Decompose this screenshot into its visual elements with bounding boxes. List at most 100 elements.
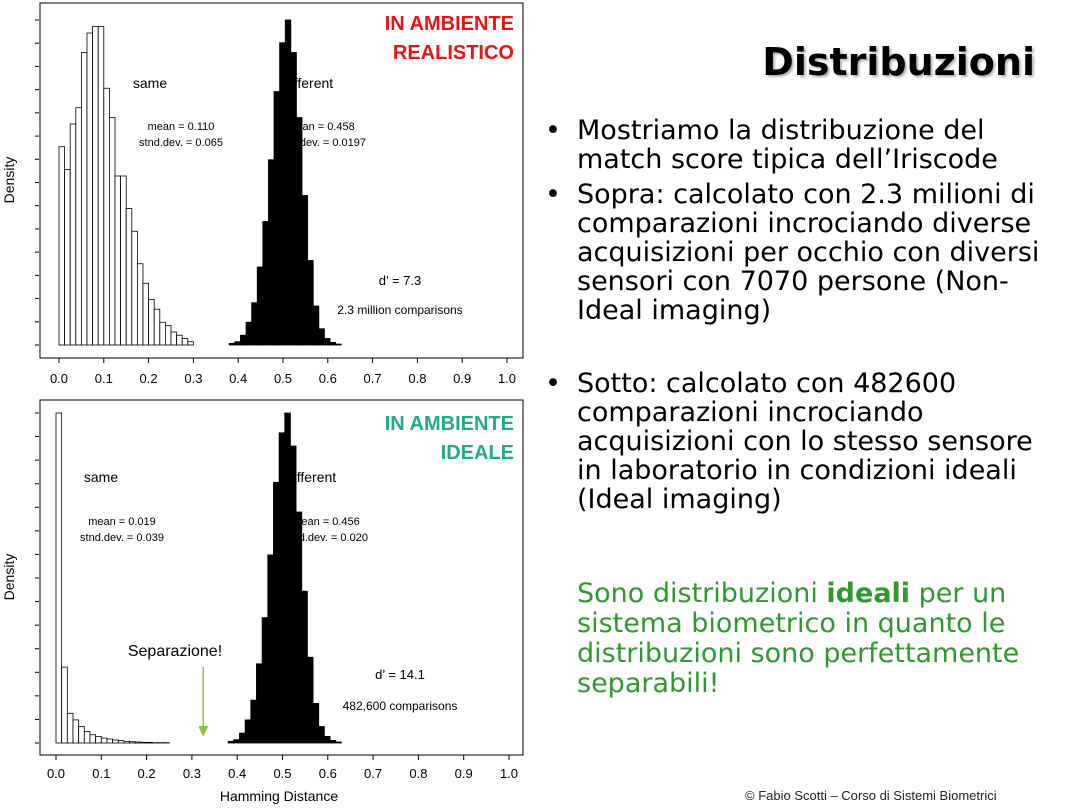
environment-tag: IN AMBIENTE <box>385 13 514 35</box>
note-text-end: per un sistema biometrico in quanto le d… <box>577 578 1020 699</box>
x-tick-label: 0.7 <box>364 766 382 781</box>
histogram-bar-same <box>106 738 114 744</box>
plot-frame <box>39 399 524 756</box>
dprime-annotation: d’ = 7.3 <box>379 273 422 288</box>
histogram-bar-same <box>66 712 74 744</box>
x-tick-label: 0.5 <box>273 766 291 781</box>
x-tick-label: 0.1 <box>92 766 110 781</box>
bullet-list: Mostriamo la distribuzione del match sco… <box>545 116 1065 520</box>
histogram-bar-different <box>267 554 274 744</box>
x-tick-label: 0.1 <box>95 371 113 386</box>
histogram-bar-different <box>324 736 331 744</box>
series-stat-stddev: stnd.dev. = 0.039 <box>80 532 164 544</box>
histogram-bar-different <box>312 703 320 744</box>
x-tick-label: 1.0 <box>498 371 516 386</box>
histogram-bar-same <box>112 739 119 744</box>
bullet-item: Sopra: calcolato con 2.3 milioni di comp… <box>545 180 1065 325</box>
x-tick-label: 0.0 <box>47 766 65 781</box>
histogram-bar-different <box>278 432 286 744</box>
histogram-bar-different <box>233 739 240 744</box>
x-tick-label: 0.7 <box>364 371 382 386</box>
histogram-bar-different <box>244 719 252 744</box>
series-stat-mean: mean = 0.458 <box>287 121 355 133</box>
separation-callout: Separazione! <box>128 643 222 660</box>
histogram-bar-different <box>335 741 342 744</box>
histogram-bar-same <box>187 341 194 346</box>
histogram-bar-same <box>117 740 125 744</box>
x-tick-label: 0.5 <box>274 371 292 386</box>
histogram-bar-same <box>134 741 142 744</box>
histogram-bar-different <box>312 305 320 346</box>
x-tick-label: 0.8 <box>409 766 427 781</box>
histogram-bar-same <box>95 736 102 744</box>
x-tick-label: 0.4 <box>228 766 246 781</box>
plot-frame <box>39 2 524 359</box>
series-stat-stddev: stnd.dev. = 0.020 <box>284 532 368 544</box>
histogram-bar-same <box>129 741 136 744</box>
y-axis-label: Density <box>1 157 17 204</box>
bullet-item: Sotto: calcolato con 482600 comparazioni… <box>545 369 1065 514</box>
histogram-bar-same <box>78 726 85 744</box>
series-stat-mean: mean = 0.456 <box>292 516 360 528</box>
bullet-item: Mostriamo la distribuzione del match sco… <box>545 116 1065 174</box>
series-label-same: same <box>133 75 167 91</box>
histogram-bar-different <box>324 338 331 346</box>
series-stat-stddev: stnd.dev. = 0.065 <box>139 137 223 149</box>
dprime-annotation: d’ = 14.1 <box>375 667 425 682</box>
histogram-bar-different <box>318 726 325 744</box>
histogram-bar-different <box>239 732 246 744</box>
y-axis-label: Density <box>1 554 17 601</box>
histogram-bar-same <box>89 734 97 744</box>
environment-tag: REALISTICO <box>393 42 514 64</box>
histogram-bar-different <box>273 481 280 744</box>
series-stat-stddev: stnd.dev. = 0.0197 <box>276 137 366 149</box>
histogram-bar-different <box>290 445 297 744</box>
histogram-bar-different <box>256 663 263 744</box>
series-label-different: different <box>286 469 336 485</box>
histogram-bar-same <box>61 666 68 744</box>
x-tick-label: 0.2 <box>138 766 156 781</box>
x-tick-label: 0.9 <box>453 371 471 386</box>
histogram-bar-same <box>146 741 153 744</box>
x-tick-label: 0.8 <box>408 371 426 386</box>
comparisons-annotation: 2.3 million comparisons <box>337 303 462 317</box>
series-label-same: same <box>84 469 118 485</box>
x-tick-label: 1.0 <box>500 766 518 781</box>
x-tick-label: 0.3 <box>184 371 202 386</box>
histogram-bar-different <box>301 590 308 744</box>
histogram-bar-same <box>72 719 80 744</box>
x-axis-label: Hamming Distance <box>220 788 338 804</box>
histogram-bar-same <box>55 412 63 744</box>
series-stat-mean: mean = 0.110 <box>148 121 215 133</box>
series-stat-mean: mean = 0.019 <box>88 516 156 528</box>
histogram-bar-same <box>123 740 131 744</box>
x-tick-label: 0.2 <box>140 371 158 386</box>
slide-title: Distribuzioni <box>762 40 1035 84</box>
environment-tag: IN AMBIENTE <box>385 413 514 435</box>
histogram-bar-different <box>295 511 303 744</box>
comparisons-annotation: 482,600 comparisons <box>343 699 458 713</box>
histogram-bar-different <box>250 699 257 744</box>
x-tick-label: 0.6 <box>319 371 337 386</box>
x-tick-label: 0.0 <box>50 371 68 386</box>
histogram-bar-different <box>261 617 269 744</box>
note-emphasis: ideali <box>826 578 911 609</box>
histogram-bar-same <box>83 731 91 744</box>
histogram-bar-different <box>335 343 342 346</box>
histogram-bar-different <box>227 740 235 744</box>
histogram-bar-different <box>329 739 337 744</box>
x-tick-label: 0.3 <box>183 766 201 781</box>
histogram-bar-same <box>140 741 147 744</box>
environment-tag: IDEALE <box>441 442 514 464</box>
series-label-different: different <box>283 75 333 91</box>
histogram-bar-different <box>307 656 314 744</box>
histogram-bar-different <box>284 412 291 744</box>
histogram-bar-different <box>307 260 314 346</box>
x-tick-label: 0.9 <box>455 766 473 781</box>
separation-arrowhead <box>198 726 209 737</box>
histogram-bar-different <box>318 328 325 346</box>
x-tick-label: 0.4 <box>229 371 247 386</box>
histogram-bar-same <box>100 737 108 744</box>
